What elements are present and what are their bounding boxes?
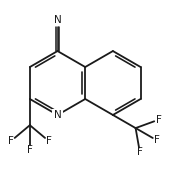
Text: F: F [156, 115, 162, 125]
Text: F: F [154, 135, 160, 145]
Text: N: N [54, 110, 61, 120]
Text: F: F [27, 145, 33, 155]
Text: F: F [137, 147, 143, 157]
Text: F: F [8, 136, 14, 146]
Text: N: N [54, 15, 61, 25]
Text: F: F [46, 136, 52, 146]
